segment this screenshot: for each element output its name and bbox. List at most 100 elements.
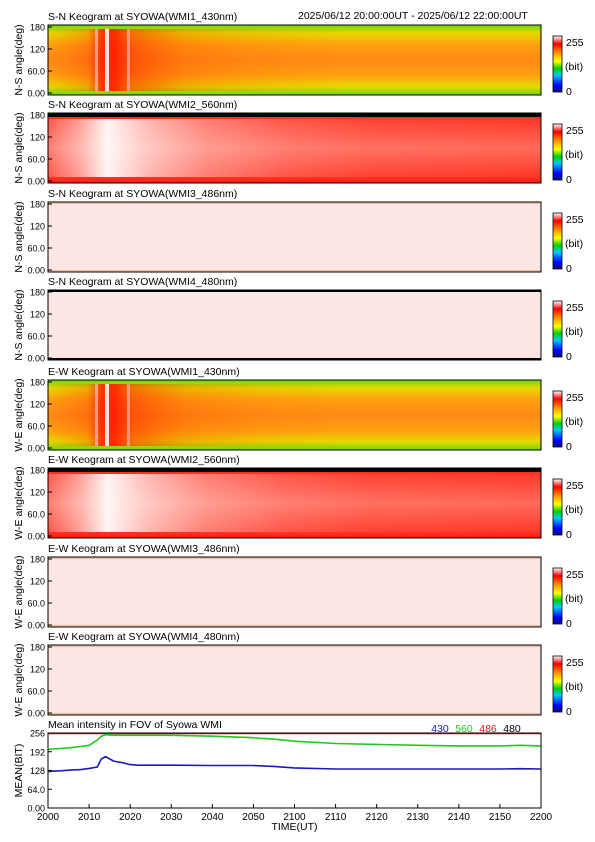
data-edge	[48, 358, 541, 360]
plot-area	[48, 733, 541, 808]
legend-item-560: 560	[455, 723, 473, 735]
x-tick-label: 2010	[78, 812, 101, 823]
data-edge	[48, 202, 541, 204]
colorbar	[552, 478, 563, 536]
data-edge	[48, 713, 541, 715]
y-tick-label: 60.0	[27, 687, 45, 697]
series-line-560	[47, 733, 542, 751]
y-tick-label: 192	[30, 747, 45, 757]
colorbar	[552, 123, 563, 181]
aurora-brightening	[48, 29, 541, 91]
keogram-panel-5: E-W Keogram at SYOWA(WMI1_430nm)180 120 60…	[13, 366, 584, 454]
x-tick-label: 2030	[160, 812, 183, 823]
y-axis-label: N-S angle(deg)	[13, 112, 25, 183]
y-tick-label: 60.0	[27, 332, 45, 342]
colorbar	[552, 35, 563, 93]
keogram-panel-4: S-N Keogram at SYOWA(WMI4_480nm)180 120 60…	[13, 276, 584, 364]
y-axis-label: W-E angle(deg)	[13, 555, 25, 628]
series-line-430	[47, 755, 542, 773]
colorbar-min-label: 0	[566, 351, 572, 363]
keogram-title: S-N Keogram at SYOWA(WMI4_480nm)	[48, 276, 237, 288]
data-edge	[48, 557, 541, 559]
y-tick-label: 180	[30, 23, 45, 33]
keogram-panel-3: S-N Keogram at SYOWA(WMI3_486nm)180 120 60…	[13, 188, 584, 276]
y-tick-label: 0.00	[27, 444, 45, 454]
keogram-image	[48, 290, 541, 360]
colorbar-min-label: 0	[566, 263, 572, 275]
colorbar-unit-label: (bit)	[565, 416, 583, 428]
data-edge	[48, 270, 541, 272]
legend-item-480: 480	[503, 723, 521, 735]
colorbar-unit-label: (bit)	[565, 61, 583, 73]
colorbar	[552, 212, 563, 270]
x-tick-label: 2150	[489, 812, 512, 823]
y-tick-label: 180	[30, 378, 45, 388]
y-tick-label: 120	[30, 665, 45, 675]
y-tick-label: 120	[30, 222, 45, 232]
y-axis-label: N-S angle(deg)	[13, 24, 25, 95]
keogram-frame	[47, 467, 542, 539]
colorbar-unit-label: (bit)	[565, 504, 583, 516]
y-tick-label: 60.0	[27, 244, 45, 254]
y-tick-label: 180	[30, 200, 45, 210]
y-tick-label: 0.00	[27, 89, 45, 99]
y-tick-label: 128	[30, 766, 45, 776]
keogram-frame	[47, 379, 542, 451]
y-tick-label: 120	[30, 310, 45, 320]
colorbar-max-label: 255	[566, 392, 584, 404]
aurora-brightening	[48, 119, 541, 177]
data-edge	[48, 645, 541, 647]
y-tick-label: 60.0	[27, 67, 45, 77]
keogram-title: S-N Keogram at SYOWA(WMI3_486nm)	[48, 188, 237, 200]
keogram-panel-6: E-W Keogram at SYOWA(WMI2_560nm)180 120 60…	[13, 454, 584, 542]
y-tick-label: 0.00	[27, 621, 45, 631]
y-tick-label: 60.0	[27, 599, 45, 609]
y-axis-label: W-E angle(deg)	[13, 378, 25, 451]
y-tick-label: 120	[30, 133, 45, 143]
chart-title: Mean intensity in FOV of Syowa WMI	[48, 719, 222, 731]
y-tick-label: 0.00	[27, 804, 45, 814]
x-tick-label: 2130	[407, 812, 430, 823]
x-tick-label: 2110	[325, 812, 347, 823]
aurora-edge	[127, 29, 130, 91]
x-tick-label: 2020	[119, 812, 142, 823]
colorbar-min-label: 0	[566, 174, 572, 186]
colorbar-unit-label: (bit)	[565, 149, 583, 161]
y-tick-label: 180	[30, 466, 45, 476]
y-axis-label: W-E angle(deg)	[13, 466, 25, 539]
keogram-frame	[47, 556, 542, 628]
y-tick-label: 64.0	[27, 785, 45, 795]
aurora-core	[105, 29, 109, 91]
time-range-label: 2025/06/12 20:00:00UT - 2025/06/12 22:00…	[298, 10, 528, 22]
aurora-edge	[95, 384, 98, 446]
legend-item-486: 486	[479, 723, 497, 735]
y-tick-label: 256	[30, 729, 45, 739]
y-tick-label: 120	[30, 577, 45, 587]
keogram-title: S-N Keogram at SYOWA(WMI2_560nm)	[48, 99, 237, 111]
colorbar-max-label: 255	[566, 37, 584, 49]
y-tick-label: 120	[30, 400, 45, 410]
colorbar-min-label: 0	[566, 618, 572, 630]
x-tick-label: 2100	[283, 812, 306, 823]
y-tick-label: 120	[30, 488, 45, 498]
keogram-title: S-N Keogram at SYOWA(WMI1_430nm)	[48, 11, 237, 23]
colorbar-unit-label: (bit)	[565, 238, 583, 250]
colorbar	[552, 567, 563, 625]
keogram-panel-7: E-W Keogram at SYOWA(WMI3_486nm)180 120 60…	[13, 543, 584, 631]
colorbar-max-label: 255	[566, 480, 584, 492]
aurora-brightening	[48, 474, 541, 532]
y-tick-label: 180	[30, 288, 45, 298]
y-tick-label: 60.0	[27, 510, 45, 520]
legend-item-430: 430	[431, 723, 449, 735]
x-tick-label: 2050	[242, 812, 265, 823]
y-axis-label: N-S angle(deg)	[13, 289, 25, 360]
x-tick-label: 2040	[201, 812, 224, 823]
colorbar-max-label: 255	[566, 657, 584, 669]
y-tick-label: 120	[30, 45, 45, 55]
colorbar-min-label: 0	[566, 706, 572, 718]
keogram-frame	[47, 289, 542, 361]
aurora-edge	[127, 384, 130, 446]
colorbar	[552, 300, 563, 358]
keogram-title: E-W Keogram at SYOWA(WMI2_560nm)	[48, 454, 240, 466]
colorbar-min-label: 0	[566, 529, 572, 541]
